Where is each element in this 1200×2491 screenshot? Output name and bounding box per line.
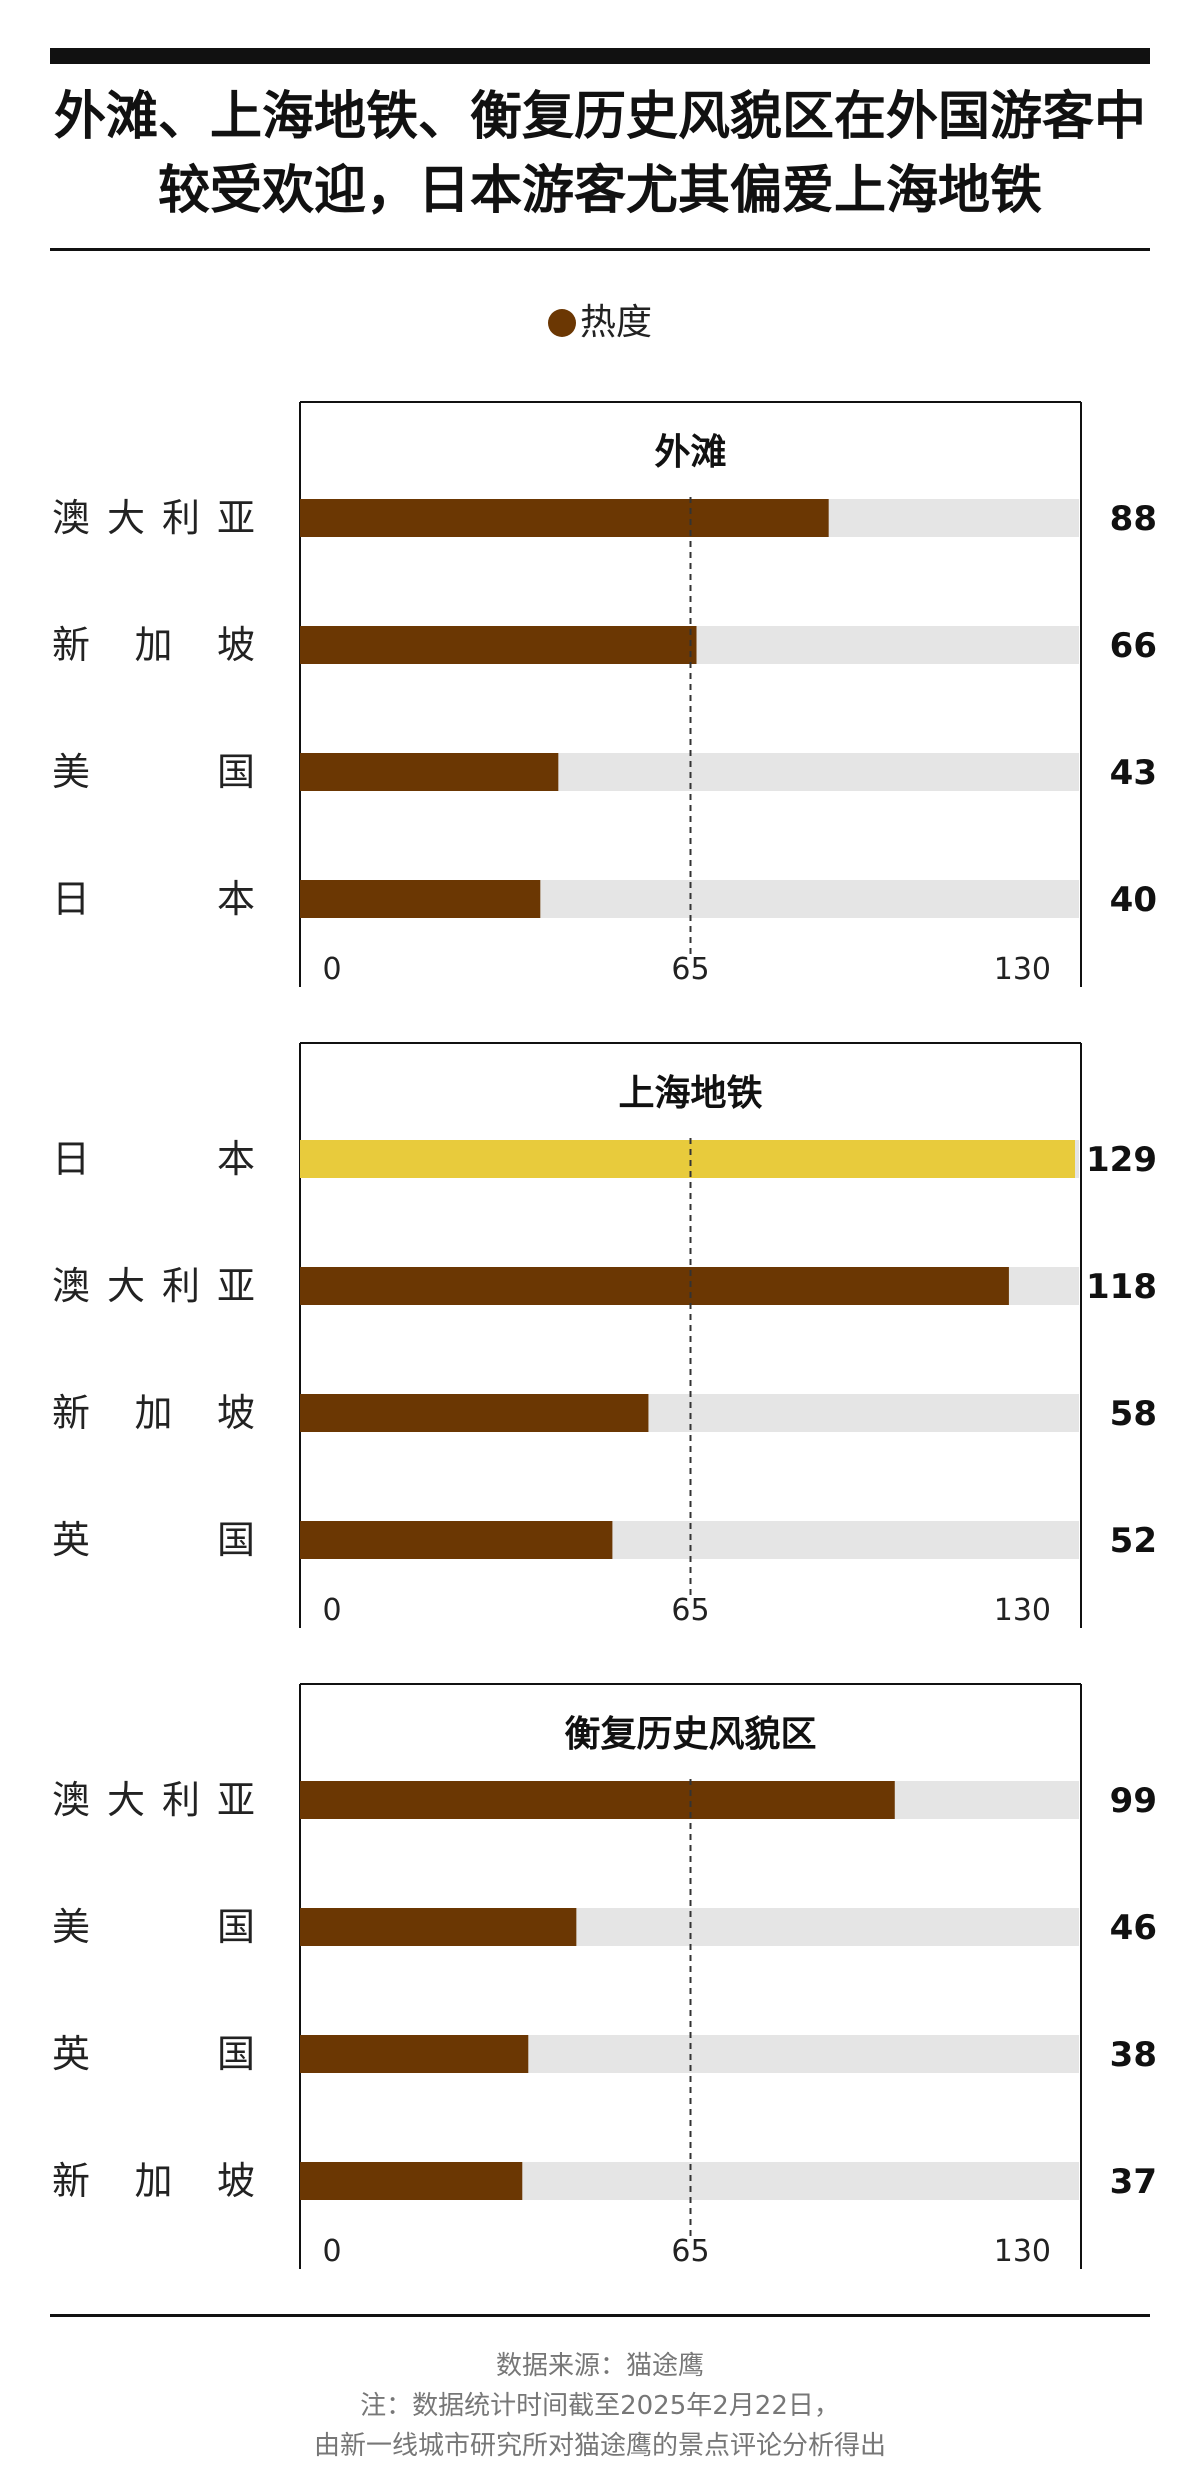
bar	[300, 753, 559, 791]
bar-highlighted	[300, 1140, 1075, 1178]
value-label: 58	[1110, 1394, 1157, 1434]
bar	[300, 1267, 1009, 1305]
category-label: 英国	[52, 2032, 255, 2076]
tick-label: 0	[322, 2234, 341, 2269]
value-label: 38	[1110, 2035, 1157, 2075]
category-label: 英国	[52, 1518, 255, 1562]
value-label: 118	[1086, 1267, 1157, 1307]
tick-label: 130	[994, 1593, 1051, 1628]
value-label: 46	[1110, 1908, 1157, 1948]
category-label: 澳大利亚	[52, 1264, 255, 1308]
bar	[300, 499, 829, 537]
bar	[300, 2035, 529, 2073]
legend-marker-dot	[547, 309, 576, 337]
category-label: 澳大利亚	[52, 1778, 255, 1822]
bar	[300, 1908, 577, 1946]
bar	[300, 880, 541, 918]
legend-label: 热度	[579, 302, 652, 343]
bar	[300, 1781, 895, 1819]
value-label: 40	[1110, 880, 1157, 920]
footer-rule	[50, 2314, 1150, 2317]
legend: 热度	[0, 298, 1200, 348]
bar	[300, 626, 697, 664]
tick-label: 65	[671, 952, 709, 987]
value-label: 43	[1110, 753, 1157, 793]
value-label: 88	[1110, 499, 1157, 539]
panel-title: 上海地铁	[618, 1073, 762, 1114]
tick-label: 0	[322, 1593, 341, 1628]
value-label: 37	[1110, 2162, 1157, 2202]
value-label: 129	[1086, 1140, 1157, 1180]
value-label: 66	[1110, 626, 1157, 666]
category-label: 美国	[52, 1905, 255, 1949]
category-label: 新加坡	[52, 1391, 255, 1435]
footnote-line-1: 注：数据统计时间截至2025年2月22日，	[360, 2391, 840, 2421]
category-label: 澳大利亚	[52, 496, 255, 540]
value-label: 99	[1110, 1781, 1157, 1821]
category-label: 新加坡	[52, 623, 255, 667]
footnote-line-2: 由新一线城市研究所对猫途鹰的景点评论分析得出	[313, 2431, 886, 2461]
tick-label: 0	[322, 952, 341, 987]
source-note: 数据来源：猫途鹰	[495, 2351, 704, 2381]
tick-label: 65	[671, 1593, 709, 1628]
tick-label: 130	[994, 952, 1051, 987]
top-rule	[50, 48, 1150, 64]
category-label: 美国	[52, 750, 255, 794]
panel-title: 外滩	[654, 432, 726, 473]
tick-label: 65	[671, 2234, 709, 2269]
title-rule	[50, 248, 1150, 251]
bar	[300, 1394, 649, 1432]
panel-title: 衡复历史风貌区	[564, 1714, 816, 1755]
tick-label: 130	[994, 2234, 1051, 2269]
category-label: 日本	[52, 877, 255, 921]
category-label: 日本	[52, 1137, 255, 1181]
value-label: 52	[1110, 1521, 1157, 1561]
chart-title: 外滩、上海地铁、衡复历史风貌区在外国游客中较受欢迎，日本游客尤其偏爱上海地铁	[53, 87, 1146, 221]
bar	[300, 1521, 613, 1559]
bar	[300, 2162, 523, 2200]
category-label: 新加坡	[52, 2159, 255, 2203]
